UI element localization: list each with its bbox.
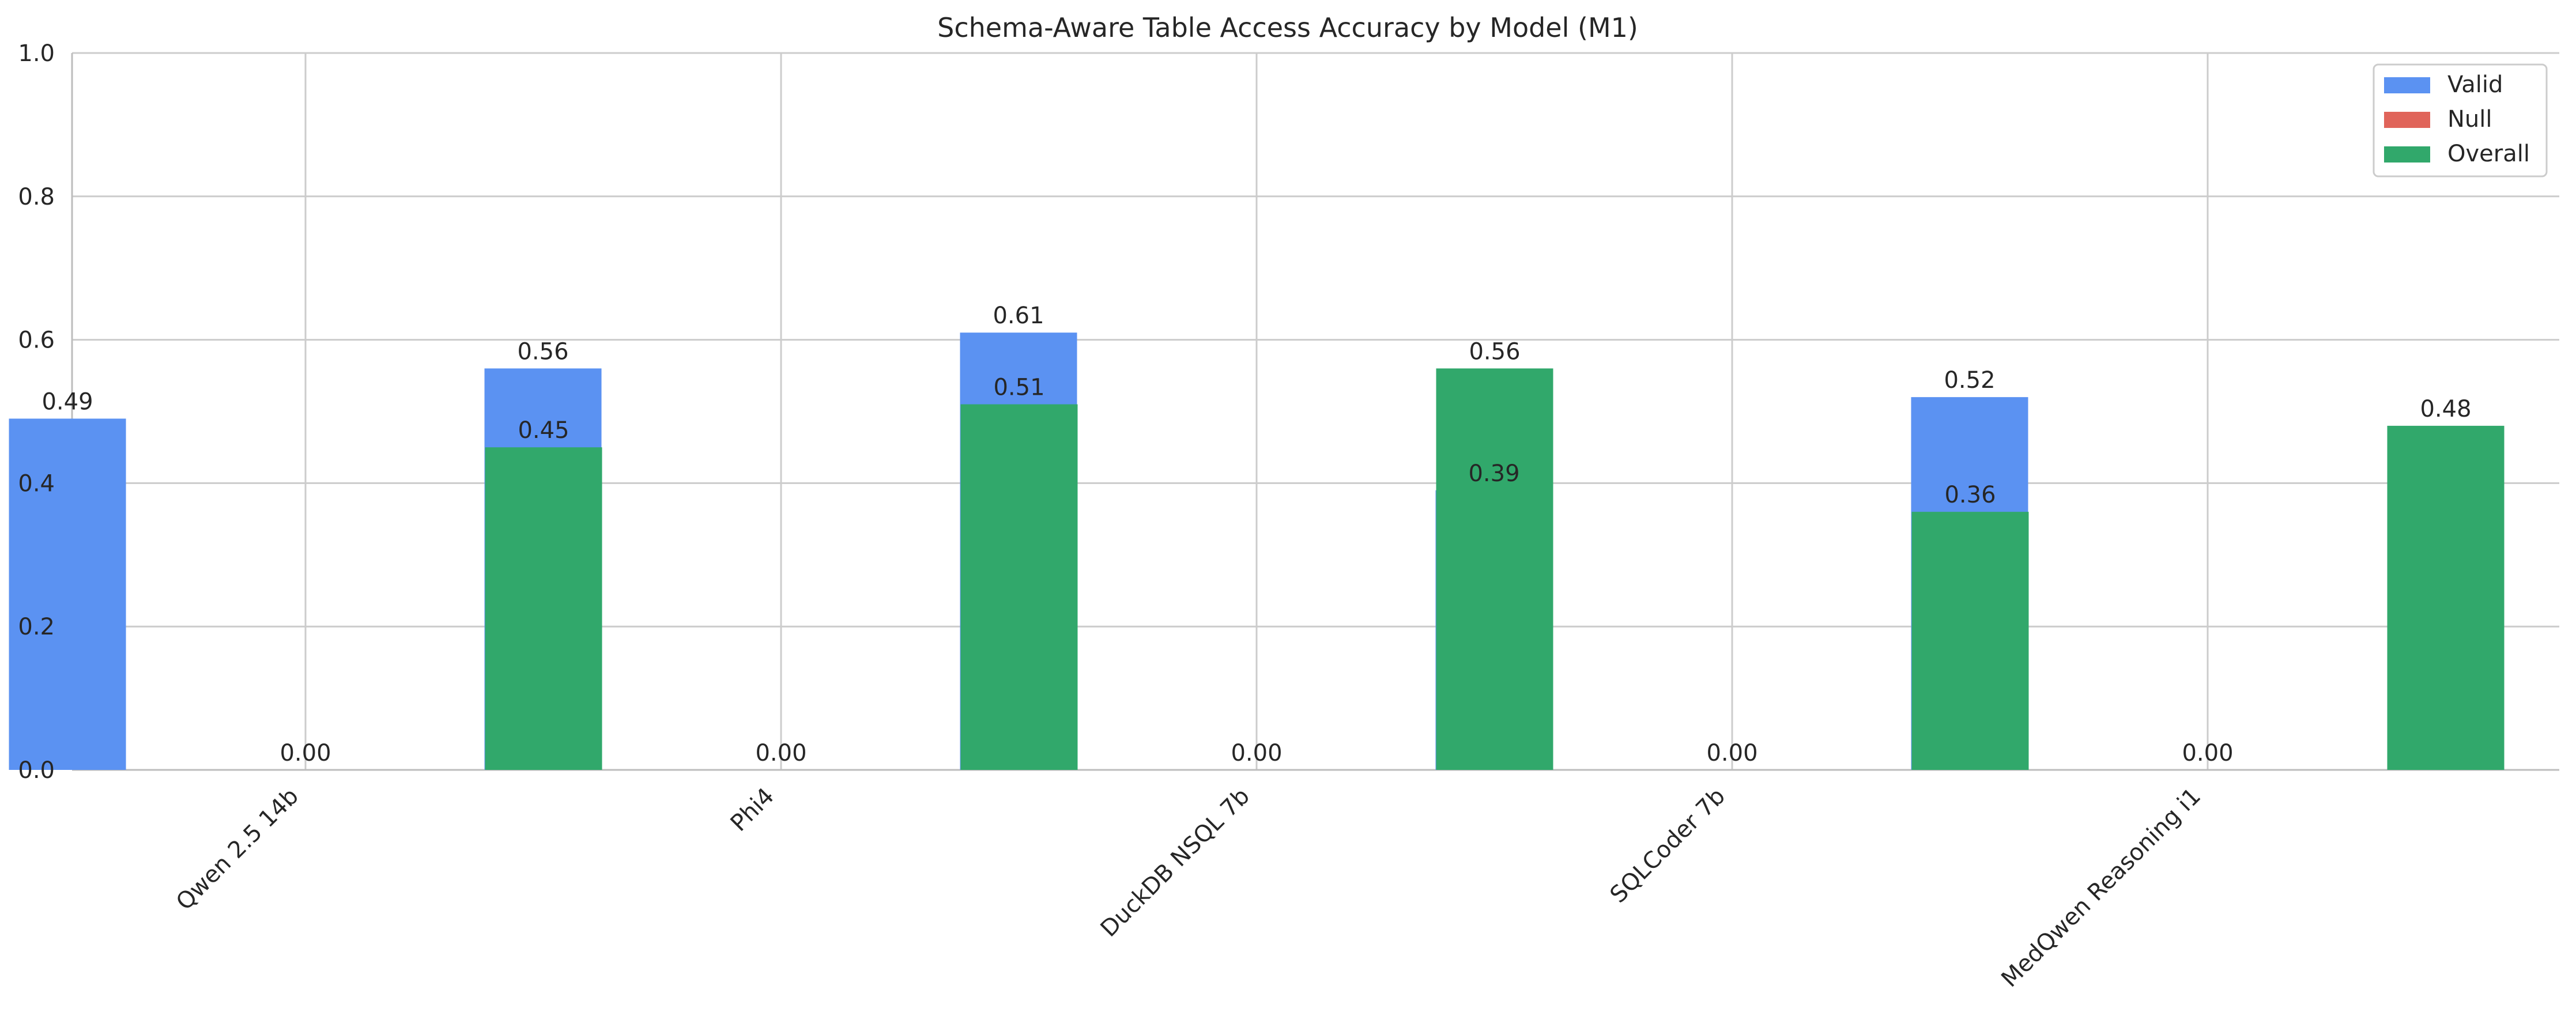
bar-overall-2: [1436, 368, 1553, 770]
value-label: 0.00: [1231, 740, 1282, 766]
chart-title: Schema-Aware Table Access Accuracy by Mo…: [937, 12, 1638, 43]
legend: Valid Null Overall: [2373, 63, 2548, 177]
value-label: 0.49: [42, 388, 93, 415]
value-label: 0.56: [1469, 338, 1520, 365]
y-tick-label: 1.0: [18, 40, 55, 67]
bars: [9, 333, 2505, 770]
legend-label-overall: Overall: [2447, 141, 2530, 167]
value-labels: 0.49 0.56 0.61 0.39 0.52 0.00 0.00 0.00 0.00 0.00…: [42, 303, 2471, 766]
x-tick-label: SQLCoder 7b: [1605, 783, 1730, 908]
legend-label-valid: Valid: [2447, 71, 2503, 98]
y-tick-label: 0.0: [18, 757, 55, 784]
value-label: 0.00: [1706, 740, 1757, 766]
value-label: 0.45: [518, 417, 569, 444]
legend-swatch-overall: [2384, 146, 2430, 163]
y-tick-label: 0.6: [18, 327, 55, 354]
bar-overall-4: [2387, 425, 2505, 770]
legend-label-null: Null: [2447, 106, 2492, 133]
axes: [71, 53, 2559, 771]
x-tick-label: Phi4: [726, 783, 779, 837]
grid-lines: [72, 52, 2559, 771]
bar-overall-0: [485, 447, 602, 770]
value-label: 0.48: [2420, 396, 2471, 422]
value-label: 0.61: [993, 303, 1044, 329]
value-label: 0.39: [1468, 460, 1519, 487]
x-tick-labels: Qwen 2.5 14b Phi4 DuckDB NSQL 7b SQLCoder 7…: [171, 783, 2206, 993]
bar-overall-1: [960, 404, 1078, 770]
legend-swatch-valid: [2384, 77, 2430, 93]
value-label: 0.36: [1944, 482, 1996, 508]
legend-swatch-null: [2384, 112, 2430, 128]
y-tick-label: 0.8: [18, 184, 55, 210]
y-tick-label: 0.2: [18, 614, 55, 640]
x-tick-label: MedQwen Reasoning i1: [1996, 783, 2206, 993]
x-tick-label: DuckDB NSQL 7b: [1096, 783, 1255, 942]
bar-valid-0: [9, 418, 126, 770]
x-tick-label: Qwen 2.5 14b: [171, 783, 304, 916]
value-label: 0.52: [1944, 367, 1995, 394]
value-label: 0.00: [280, 740, 331, 766]
bar-overall-3: [1911, 512, 2029, 770]
y-tick-labels: 0.0 0.2 0.4 0.6 0.8 1.0: [18, 40, 55, 784]
value-label: 0.51: [993, 375, 1044, 401]
y-tick-label: 0.4: [18, 470, 55, 497]
value-label: 0.00: [2182, 740, 2233, 766]
value-label: 0.00: [755, 740, 806, 766]
value-label: 0.56: [517, 338, 568, 365]
